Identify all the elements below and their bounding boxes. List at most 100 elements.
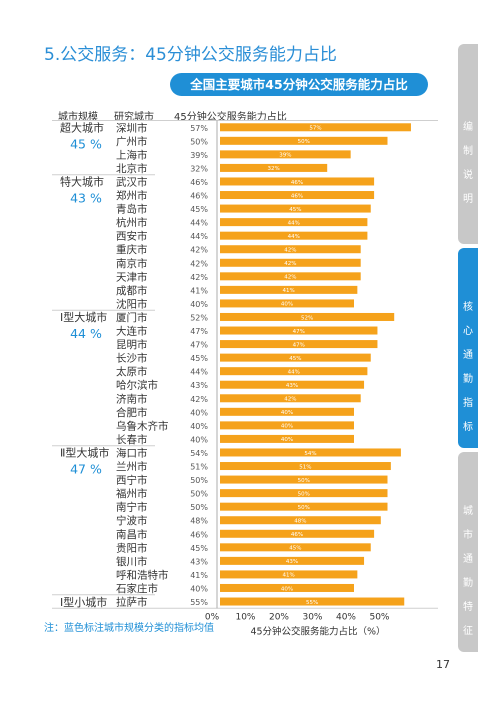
- city-label: 成都市: [116, 284, 148, 297]
- bar: [220, 367, 368, 376]
- bar-data-label: 43%: [286, 559, 298, 565]
- value-label: 42%: [190, 246, 208, 255]
- bar: [220, 150, 351, 159]
- value-label: 40%: [190, 408, 208, 417]
- city-label: 长沙市: [116, 352, 148, 365]
- bar: [220, 556, 365, 565]
- value-label: 43%: [190, 557, 208, 566]
- value-label: 50%: [190, 503, 208, 512]
- value-label: 42%: [190, 273, 208, 282]
- bar: [220, 543, 371, 552]
- city-label: 宁波市: [116, 514, 148, 527]
- bar-data-label: 42%: [284, 261, 296, 267]
- city-label: 石家庄市: [116, 582, 158, 595]
- bar: [220, 312, 395, 321]
- column-header-city: 研究城市: [114, 112, 154, 123]
- group-mean: 44 %: [70, 326, 102, 341]
- bar: [220, 191, 375, 200]
- bar-data-label: 42%: [284, 248, 296, 254]
- group-mean: 45 %: [70, 137, 102, 152]
- bar: [220, 231, 368, 240]
- city-label: 济南市: [116, 392, 148, 405]
- bar: [220, 163, 328, 172]
- group-mean: 47 %: [70, 462, 102, 477]
- column-header-ratio: 45分钟公交服务能力占比: [174, 112, 287, 123]
- bar-data-label: 45%: [289, 546, 301, 552]
- bar: [220, 177, 375, 186]
- city-label: 西安市: [116, 230, 148, 243]
- sidebar-tab-bianzhi[interactable]: 编制说明: [458, 44, 478, 244]
- city-label: 青岛市: [116, 203, 148, 216]
- bar: [220, 489, 388, 498]
- city-label: 广州市: [116, 135, 148, 148]
- bar-data-label: 40%: [281, 424, 293, 430]
- value-label: 40%: [190, 435, 208, 444]
- bar: [220, 407, 354, 416]
- value-label: 42%: [190, 395, 208, 404]
- city-label: 大连市: [116, 325, 148, 338]
- value-label: 45%: [190, 354, 208, 363]
- x-tick-label: 40%: [336, 612, 356, 622]
- bar-data-label: 42%: [284, 397, 296, 403]
- bar: [220, 245, 361, 254]
- bar-data-label: 46%: [291, 180, 303, 186]
- value-label: 40%: [190, 422, 208, 431]
- bar: [220, 570, 358, 579]
- city-label: 天津市: [116, 270, 148, 283]
- bar: [220, 434, 354, 443]
- chart-title: 全国主要城市45分钟公交服务能力占比: [170, 73, 428, 96]
- value-label: 39%: [190, 151, 208, 160]
- bar-data-label: 48%: [294, 519, 306, 525]
- value-label: 44%: [190, 219, 208, 228]
- city-label: 呼和浩特市: [116, 568, 169, 581]
- city-label: 武汉市: [116, 175, 148, 188]
- bar: [220, 448, 401, 457]
- sidebar-tab-label: 核心通勤指标: [463, 302, 473, 433]
- value-label: 50%: [190, 137, 208, 146]
- bar-data-label: 57%: [309, 126, 321, 132]
- city-label: 杭州市: [116, 216, 148, 229]
- bar-data-label: 40%: [281, 410, 293, 416]
- value-label: 44%: [190, 232, 208, 241]
- city-label: 哈尔滨市: [116, 379, 158, 392]
- city-label: 昆明市: [116, 338, 148, 351]
- bar: [220, 597, 405, 606]
- x-tick-label: 50%: [369, 612, 389, 622]
- sidebar-tab-chengshi[interactable]: 城市通勤特征: [458, 452, 478, 652]
- bar-data-label: 55%: [306, 600, 318, 606]
- bar-data-label: 44%: [288, 220, 300, 226]
- city-label: 兰州市: [116, 460, 148, 473]
- city-label: 长春市: [116, 433, 148, 446]
- city-label: 贵阳市: [116, 541, 148, 554]
- value-label: 50%: [190, 476, 208, 485]
- bar-data-label: 42%: [284, 275, 296, 281]
- city-label: 南昌市: [116, 528, 148, 541]
- value-label: 41%: [190, 286, 208, 295]
- bar: [220, 258, 361, 267]
- city-label: 重庆市: [116, 243, 148, 256]
- group-mean: 43 %: [70, 191, 102, 206]
- city-label: 太原市: [116, 365, 148, 378]
- value-label: 47%: [190, 341, 208, 350]
- city-label: 合肥市: [116, 406, 148, 419]
- city-label: 西宁市: [116, 474, 148, 487]
- city-label: 拉萨市: [116, 596, 148, 609]
- city-label: 厦门市: [116, 311, 148, 324]
- group-label: Ⅰ型小城市: [60, 595, 107, 609]
- group-label: Ⅰ型大城市: [60, 310, 107, 324]
- bar: [220, 380, 365, 389]
- bar: [220, 326, 378, 335]
- bar-data-label: 46%: [291, 532, 303, 538]
- bar-data-label: 39%: [279, 153, 291, 159]
- bar: [220, 285, 358, 294]
- bar-data-label: 50%: [298, 478, 310, 484]
- bar: [220, 299, 354, 308]
- value-label: 48%: [190, 517, 208, 526]
- city-label: 银川市: [116, 555, 148, 568]
- sidebar-tab-hexin[interactable]: 核心通勤指标: [458, 248, 478, 448]
- value-label: 51%: [190, 463, 208, 472]
- column-header-city-scale: 城市规模: [58, 112, 98, 123]
- bar-data-label: 51%: [299, 464, 311, 470]
- bar-data-label: 45%: [289, 356, 301, 362]
